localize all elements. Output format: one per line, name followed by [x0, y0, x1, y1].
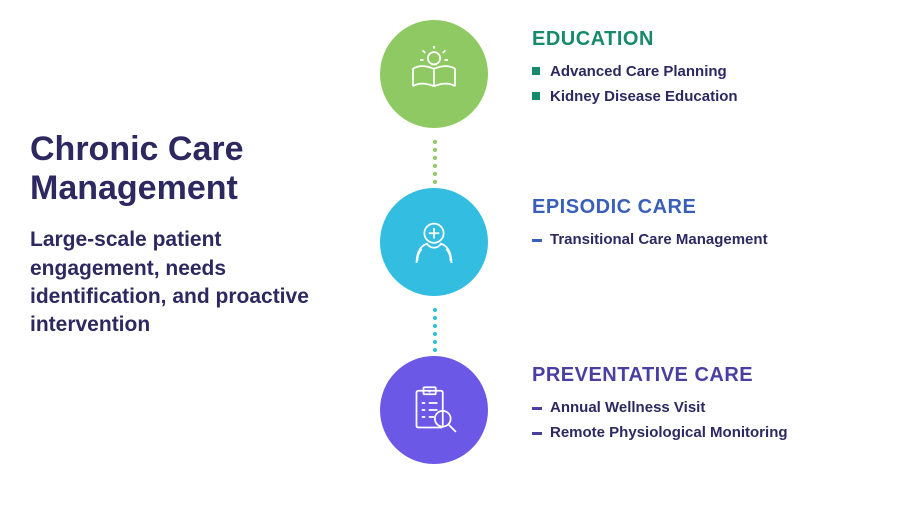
preventative-items: Annual Wellness Visit Remote Physiologic… — [532, 397, 788, 444]
infographic-container: Chronic Care Management Large-scale pati… — [0, 0, 902, 531]
node-episodic: EPISODIC CARE Transitional Care Manageme… — [380, 188, 872, 296]
hands-cross-icon — [406, 214, 462, 270]
preventative-circle — [380, 356, 488, 464]
node-education: EDUCATION Advanced Care Planning Kidney … — [380, 20, 872, 128]
preventative-heading: PREVENTATIVE CARE — [532, 364, 788, 387]
clipboard-search-icon — [406, 382, 462, 438]
left-column: Chronic Care Management Large-scale pati… — [30, 20, 370, 511]
education-heading: EDUCATION — [532, 28, 738, 51]
list-item: Annual Wellness Visit — [532, 397, 788, 420]
list-item: Advanced Care Planning — [532, 61, 738, 84]
list-item: Transitional Care Management — [532, 229, 768, 252]
subheadline: Large-scale patient engagement, needs id… — [30, 226, 350, 339]
episodic-circle — [380, 188, 488, 296]
episodic-items: Transitional Care Management — [532, 229, 768, 252]
education-circle — [380, 20, 488, 128]
book-bulb-icon — [406, 46, 462, 102]
node-preventative: PREVENTATIVE CARE Annual Wellness Visit … — [380, 356, 872, 464]
right-column: EDUCATION Advanced Care Planning Kidney … — [370, 20, 872, 511]
education-text: EDUCATION Advanced Care Planning Kidney … — [488, 20, 738, 110]
headline: Chronic Care Management — [30, 130, 350, 208]
episodic-text: EPISODIC CARE Transitional Care Manageme… — [488, 188, 768, 254]
episodic-heading: EPISODIC CARE — [532, 196, 768, 219]
list-item: Remote Physiological Monitoring — [532, 422, 788, 445]
list-item: Kidney Disease Education — [532, 86, 738, 109]
education-items: Advanced Care Planning Kidney Disease Ed… — [532, 61, 738, 108]
preventative-text: PREVENTATIVE CARE Annual Wellness Visit … — [488, 356, 788, 446]
